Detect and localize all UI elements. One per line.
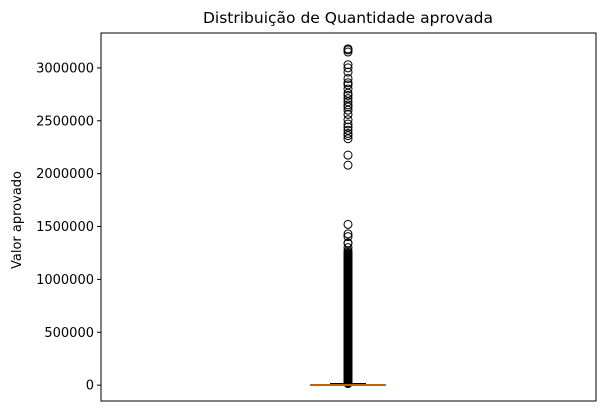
outlier-point (343, 219, 353, 229)
plot-area: 0 500000 1000000 1500000 2000000 2500000 30000… (36, 32, 597, 402)
y-tick-label: 2500000 (36, 114, 94, 129)
outlier-point (343, 80, 353, 90)
outlier-point (343, 232, 353, 242)
outlier-point (343, 73, 353, 83)
outlier-point (343, 78, 353, 88)
outlier-point (343, 44, 353, 54)
outlier-point (343, 90, 353, 100)
outlier-point (343, 125, 353, 135)
y-tick-label: 2000000 (36, 167, 94, 182)
y-tick-label: 0 (86, 379, 94, 394)
outlier-point (343, 67, 353, 77)
outlier-point (343, 63, 353, 73)
y-tick-label: 1000000 (36, 273, 94, 288)
y-tick-label: 3000000 (36, 61, 94, 76)
outlier-point (343, 84, 353, 94)
outlier-point (343, 60, 353, 70)
outlier-point (343, 128, 353, 138)
outlier-point (343, 150, 353, 160)
outlier-point (343, 229, 353, 239)
outlier-point (343, 119, 353, 129)
y-tick-label: 1500000 (36, 220, 94, 235)
outlier-point (343, 94, 353, 104)
outlier-point (343, 160, 353, 170)
outlier-point (343, 122, 353, 132)
outlier-point (343, 243, 353, 253)
chart-title: Distribuição de Quantidade aprovada (203, 9, 493, 27)
outlier-point (343, 100, 353, 110)
outlier-point (343, 109, 353, 119)
outlier-point (343, 238, 353, 248)
outlier-point (343, 115, 353, 125)
y-axis-label: Valor aprovado (10, 171, 25, 269)
axes-frame (100, 32, 597, 402)
y-tick-label: 500000 (44, 326, 94, 341)
outlier-point (343, 47, 353, 57)
